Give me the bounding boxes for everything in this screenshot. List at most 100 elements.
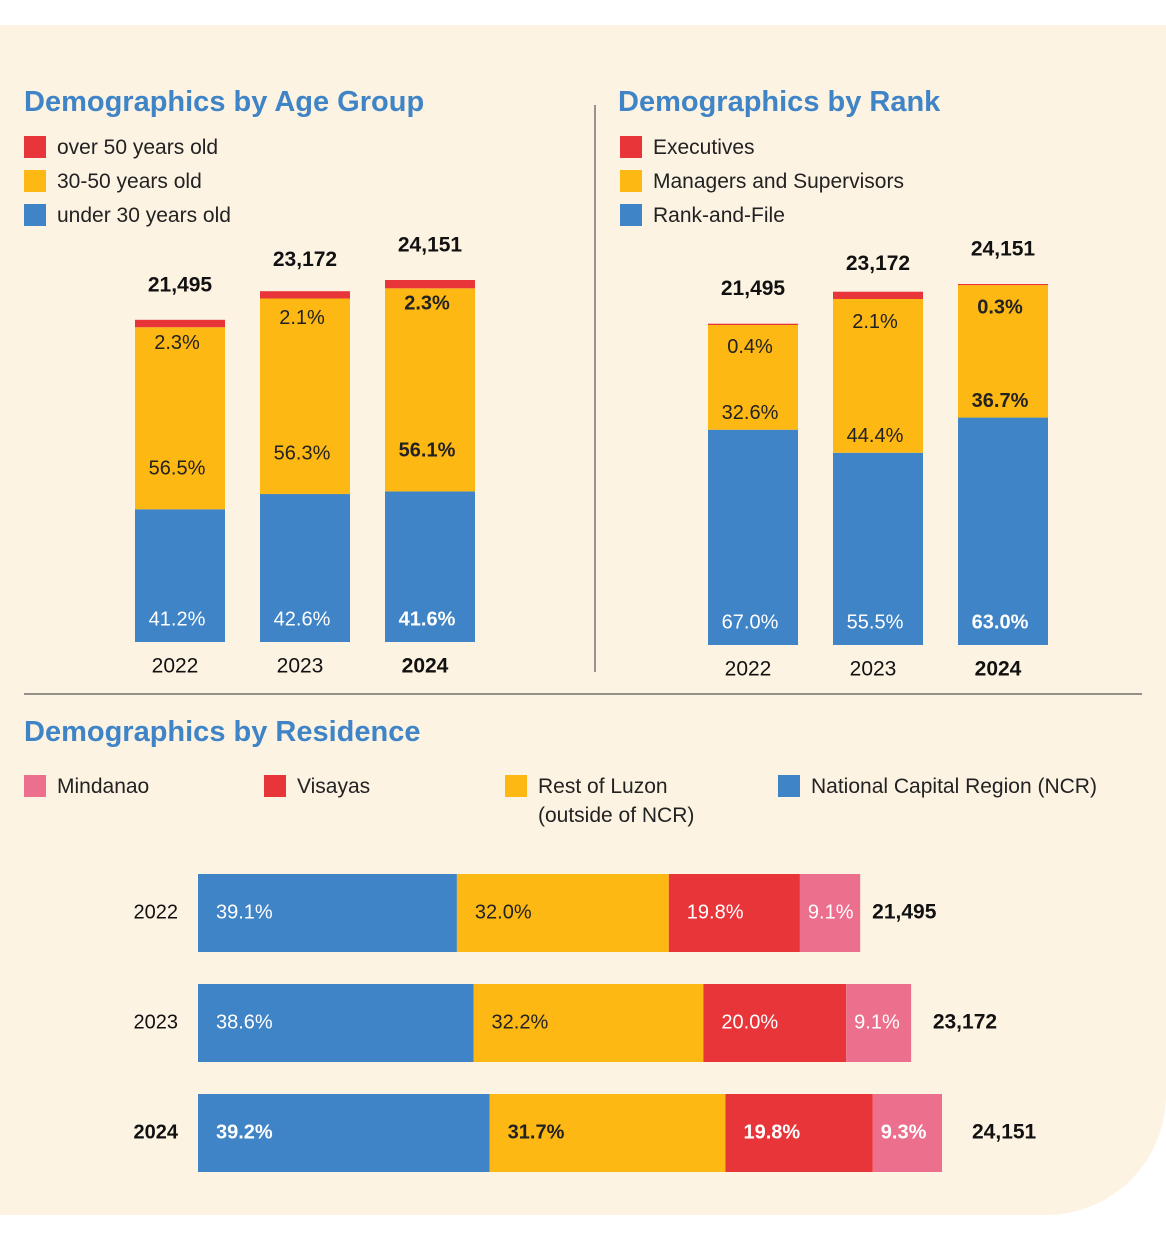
legend-item: Rank-and-File <box>620 201 1020 230</box>
bar-segment <box>385 288 475 492</box>
legend-item: under 30 years old <box>24 201 424 230</box>
bar-segment <box>799 874 861 952</box>
value-label: 20.0% <box>721 1011 778 1033</box>
bar-segment <box>668 874 800 952</box>
value-label: 19.8% <box>687 901 744 923</box>
value-label: 31.7% <box>508 1121 565 1143</box>
legend-label: under 30 years old <box>57 204 231 227</box>
total-label: 21,495 <box>148 273 213 296</box>
y-tick-label: 2024 <box>134 1121 179 1143</box>
value-label: 41.2% <box>149 608 206 630</box>
legend-swatch <box>24 170 46 192</box>
x-tick-label: 2023 <box>850 658 897 681</box>
chart-title: Demographics by Rank <box>618 86 941 118</box>
legend-swatch <box>264 775 286 797</box>
value-label: 32.2% <box>492 1011 549 1033</box>
y-tick-label: 2023 <box>134 1011 179 1033</box>
value-label: 56.5% <box>149 458 206 480</box>
total-label: 23,172 <box>846 252 910 275</box>
bar-segment <box>456 874 669 952</box>
chart-title: Demographics by Age Group <box>24 86 424 118</box>
total-label: 24,151 <box>972 1121 1037 1144</box>
bar-segment <box>708 324 798 430</box>
value-label: 36.7% <box>972 390 1029 412</box>
bar-segment <box>260 494 350 642</box>
bar-segment <box>198 1094 490 1172</box>
value-label: 44.4% <box>847 425 904 447</box>
legend-label: Mindanao <box>57 775 150 798</box>
legend-swatch <box>24 136 46 158</box>
value-label: 2.3% <box>154 332 200 354</box>
legend-swatch <box>620 136 642 158</box>
bar-segment <box>703 984 847 1062</box>
value-label: 19.8% <box>743 1121 800 1143</box>
bar-segment <box>833 452 923 645</box>
value-label: 2.3% <box>404 292 450 314</box>
bar-segment <box>260 298 350 495</box>
x-tick-label: 2024 <box>975 658 1022 681</box>
legend-swatch <box>620 170 642 192</box>
value-label: 2.1% <box>852 311 898 333</box>
value-label: 56.3% <box>274 442 331 464</box>
legend-item: Rest of Luzon (outside of NCR) <box>505 772 735 830</box>
bar-segment <box>833 291 923 299</box>
legend-label: Executives <box>653 136 755 159</box>
legend-item: Managers and Supervisors <box>620 167 1020 196</box>
value-label: 32.6% <box>722 402 779 424</box>
bar-segment <box>708 429 798 645</box>
bar-segment <box>833 298 923 453</box>
value-label: 9.1% <box>808 901 854 923</box>
total-label: 24,151 <box>398 234 463 257</box>
legend-swatch <box>778 775 800 797</box>
bar-segment <box>135 327 225 510</box>
value-label: 39.1% <box>216 901 273 923</box>
total-label: 21,495 <box>872 901 937 924</box>
bar-segment <box>135 319 225 328</box>
value-label: 41.6% <box>399 608 456 630</box>
legend-label: over 50 years old <box>57 136 219 159</box>
legend-label: Visayas <box>297 775 371 798</box>
bar-segment <box>135 509 225 642</box>
bar-segment <box>385 491 475 642</box>
legend-item: Visayas <box>264 772 624 801</box>
bar-segment <box>473 984 704 1062</box>
value-label: 9.3% <box>881 1121 927 1143</box>
total-label: 23,172 <box>933 1011 997 1034</box>
x-tick-label: 2022 <box>152 655 199 678</box>
legend-item: 30-50 years old <box>24 167 424 196</box>
bar-segment <box>385 280 475 289</box>
bar-segment <box>725 1094 873 1172</box>
legend-label: Rank-and-File <box>653 204 785 227</box>
bar-segment <box>260 291 350 299</box>
x-tick-label: 2023 <box>277 655 324 678</box>
legend-label: Rest of Luzon (outside of NCR) <box>538 775 695 827</box>
value-label: 63.0% <box>972 611 1029 633</box>
value-label: 67.0% <box>722 611 779 633</box>
total-label: 23,172 <box>273 248 337 271</box>
bar-segment <box>846 984 912 1062</box>
bar-segment <box>872 1094 942 1172</box>
legend-swatch <box>24 775 46 797</box>
value-label: 38.6% <box>216 1011 273 1033</box>
legend-item: Mindanao <box>24 772 384 801</box>
bar-segment <box>198 984 474 1062</box>
y-tick-label: 2022 <box>134 901 179 923</box>
chart-title: Demographics by Residence <box>24 716 420 748</box>
bar-segment <box>958 285 1048 418</box>
bar-segment <box>958 417 1048 645</box>
bar-segment <box>708 323 798 325</box>
value-label: 56.1% <box>399 440 456 462</box>
x-tick-label: 2024 <box>402 655 449 678</box>
legend-item: National Capital Region (NCR) <box>778 772 1138 801</box>
value-label: 42.6% <box>274 608 331 630</box>
legend-item: Executives <box>620 133 1020 162</box>
legend-label: National Capital Region (NCR) <box>811 775 1097 798</box>
value-label: 39.2% <box>216 1121 273 1143</box>
value-label: 32.0% <box>475 901 532 923</box>
value-label: 55.5% <box>847 611 904 633</box>
bar-segment <box>489 1094 726 1172</box>
total-label: 21,495 <box>721 277 786 300</box>
total-label: 24,151 <box>971 238 1036 261</box>
